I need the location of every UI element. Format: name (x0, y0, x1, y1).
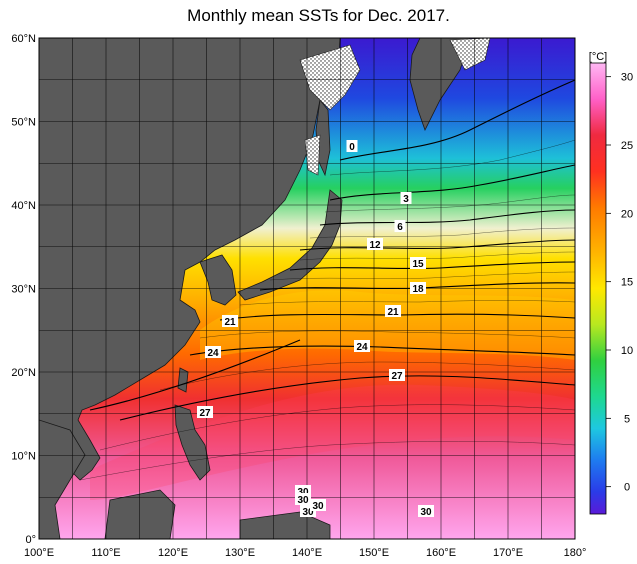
contour-label-box (222, 315, 238, 327)
contour-label-box (389, 369, 405, 381)
contour-label-box (346, 140, 358, 152)
contour-label: 30 (420, 507, 432, 518)
contour-label: 24 (207, 348, 219, 359)
contour-label: 27 (391, 371, 403, 382)
lon-label: 120°E (158, 547, 188, 559)
colorbar-tick-label: 10 (621, 345, 633, 357)
sea-ice-okhotsk (299, 44, 361, 111)
colorbar-tick-label: 25 (621, 140, 633, 152)
colorbar-tick-label: 15 (621, 277, 633, 289)
contour-label: 21 (387, 307, 399, 318)
lat-label: 40°N (11, 200, 36, 212)
colorbar-tick-label: 20 (621, 208, 633, 220)
lon-label: 130°E (225, 547, 255, 559)
contour-label-box (394, 220, 406, 232)
lat-label: 50°N (11, 117, 36, 129)
contour-label: 30 (297, 495, 309, 506)
lon-label: 140°E (292, 547, 322, 559)
map-frame (38, 37, 576, 540)
lon-label: 100°E (24, 547, 54, 559)
colorbar-tick-label: 0 (624, 482, 630, 494)
japan-archipelago (237, 189, 343, 301)
sea-ice-kamchatka (449, 38, 491, 71)
map-title: Monthly mean SSTs for Dec. 2017. (187, 6, 450, 25)
philippines (174, 404, 211, 481)
contour-label: 12 (369, 240, 381, 251)
lon-label: 150°E (359, 547, 389, 559)
contour-label: 0 (349, 142, 355, 153)
lat-label: 20°N (11, 367, 36, 379)
contour-label-box (197, 406, 213, 418)
contour-label: 30 (297, 487, 309, 498)
lon-label: 170°E (493, 547, 523, 559)
contour-label-box (400, 192, 412, 204)
sakhalin (315, 99, 331, 177)
korean-peninsula (199, 254, 237, 306)
minor-isotherms (79, 139, 575, 481)
contour-label-box (205, 346, 221, 358)
contour-label: 24 (356, 342, 368, 353)
lat-label: 30°N (11, 284, 36, 296)
contour-label-box (410, 282, 426, 294)
contour-label-box (385, 305, 401, 317)
latitude-labels: 60°N 50°N 40°N 30°N 20°N 10°N 0° (11, 33, 36, 546)
lon-label: 110°E (91, 547, 120, 559)
taiwan (177, 367, 189, 393)
colorbar (589, 62, 607, 515)
contour-label: 3 (403, 194, 409, 205)
contour-label-box (310, 499, 326, 511)
colorbar-tick-label: 30 (621, 72, 633, 84)
contour-label: 15 (412, 259, 424, 270)
colorbar-tick-label: 5 (624, 413, 630, 425)
contour-label: 30 (312, 501, 324, 512)
contour-label: 21 (224, 317, 236, 328)
contour-label: 30 (302, 507, 314, 518)
lat-label: 60°N (11, 33, 36, 45)
lon-label: 180° (564, 547, 587, 559)
lon-label: 160°E (426, 547, 456, 559)
lat-lon-grid (39, 38, 575, 539)
contour-label: 18 (412, 284, 424, 295)
contour-label-box (295, 493, 311, 505)
lat-label: 0° (25, 534, 36, 546)
contour-label: 6 (397, 222, 403, 233)
contour-label-box (410, 257, 426, 269)
unit-label: [°C] (589, 51, 607, 63)
contour-label: 27 (199, 408, 211, 419)
colorbar-ticks: 30 25 20 15 10 5 0 (606, 72, 633, 494)
lat-label: 10°N (11, 451, 36, 463)
longitude-labels: 100°E 110°E 120°E 130°E 140°E 150°E 160°E 170°E… (24, 547, 586, 559)
contour-label-box (418, 505, 434, 517)
contour-label-box (367, 238, 383, 250)
contour-label-box (354, 340, 370, 352)
